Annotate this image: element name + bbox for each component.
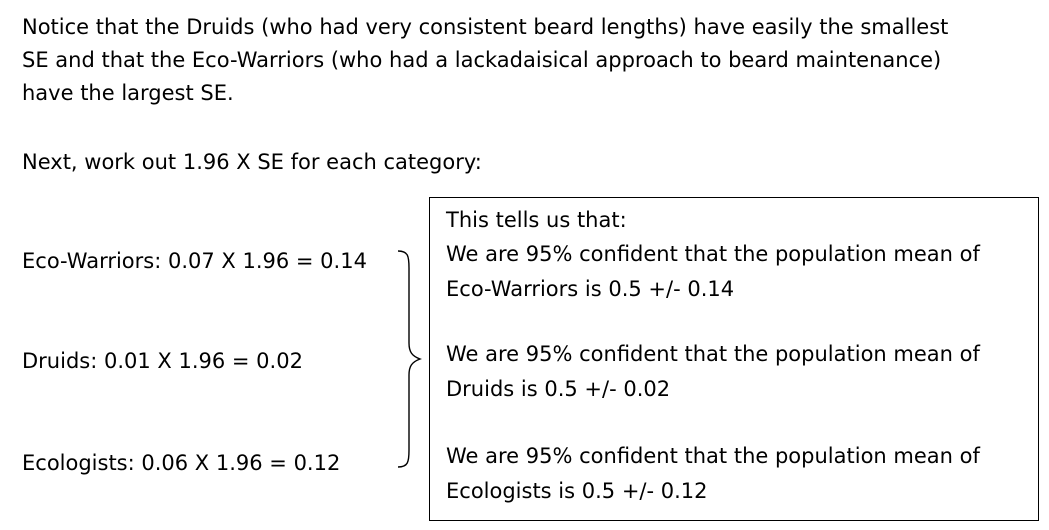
calculation-eco-warriors: Eco-Warriors: 0.07 X 1.96 = 0.14	[22, 249, 367, 273]
summary-box: This tells us that: We are 95% confident…	[429, 197, 1039, 521]
intro-paragraph: Notice that the Druids (who had very con…	[22, 11, 948, 110]
calculation-ecologists: Ecologists: 0.06 X 1.96 = 0.12	[22, 451, 341, 475]
next-instruction: Next, work out 1.96 X SE for each catego…	[22, 150, 482, 174]
statement-eco-warriors-line-1: We are 95% confident that the population…	[446, 242, 980, 266]
intro-line-1: Notice that the Druids (who had very con…	[22, 15, 949, 39]
statement-druids-line-2: Druids is 0.5 +/- 0.02	[446, 377, 671, 401]
statement-ecologists-line-2: Ecologists is 0.5 +/- 0.12	[446, 479, 708, 503]
intro-line-2: SE and that the Eco-Warriors (who had a …	[22, 48, 942, 72]
statement-druids-line-1: We are 95% confident that the population…	[446, 342, 980, 366]
calculation-druids: Druids: 0.01 X 1.96 = 0.02	[22, 349, 303, 373]
summary-heading: This tells us that:	[446, 208, 627, 232]
statement-eco-warriors-line-2: Eco-Warriors is 0.5 +/- 0.14	[446, 277, 735, 301]
statement-ecologists-line-1: We are 95% confident that the population…	[446, 444, 980, 468]
curly-brace-icon	[397, 250, 422, 468]
intro-line-3: have the largest SE.	[22, 81, 234, 105]
